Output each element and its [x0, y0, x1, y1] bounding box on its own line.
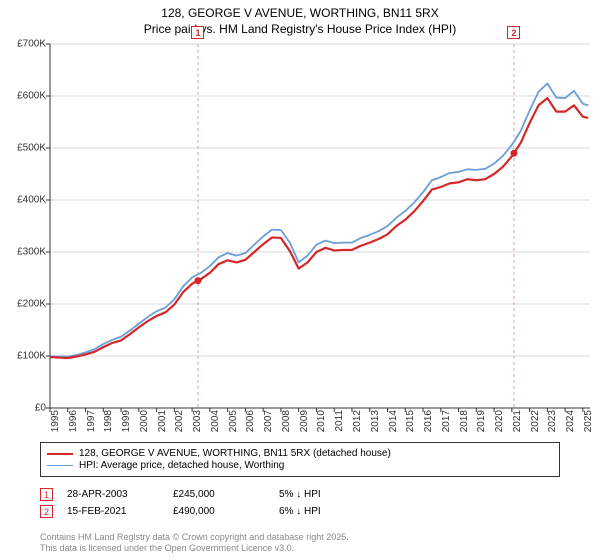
x-tick-label: 2013 [370, 410, 381, 432]
x-tick-label: 2004 [210, 410, 221, 432]
transaction-date: 28-APR-2003 [67, 489, 159, 500]
x-tick-label: 1996 [68, 410, 79, 432]
transaction-marker-2: 2 [507, 26, 520, 39]
x-tick-label: 2012 [352, 410, 363, 432]
y-tick-label: £400K [17, 195, 46, 206]
footer-attribution: Contains HM Land Registry data © Crown c… [40, 532, 349, 554]
x-tick-label: 2019 [476, 410, 487, 432]
x-tick-label: 1998 [103, 410, 114, 432]
x-tick-label: 2015 [405, 410, 416, 432]
y-tick-label: £600K [17, 91, 46, 102]
x-tick-label: 1999 [121, 410, 132, 432]
x-tick-label: 1995 [50, 410, 61, 432]
x-tick-label: 2018 [459, 410, 470, 432]
x-tick-label: 2025 [583, 410, 594, 432]
x-tick-label: 2024 [565, 410, 576, 432]
transaction-marker-icon: 1 [40, 488, 53, 501]
x-tick-label: 2008 [281, 410, 292, 432]
x-tick-label: 2017 [441, 410, 452, 432]
x-tick-label: 2000 [139, 410, 150, 432]
transaction-date: 15-FEB-2021 [67, 506, 159, 517]
x-tick-label: 2021 [512, 410, 523, 432]
legend: 128, GEORGE V AVENUE, WORTHING, BN11 5RX… [40, 442, 560, 477]
y-tick-label: £200K [17, 299, 46, 310]
x-tick-label: 2011 [334, 410, 345, 432]
x-tick-label: 2002 [174, 410, 185, 432]
x-tick-label: 2014 [388, 410, 399, 432]
x-tick-label: 2023 [547, 410, 558, 432]
legend-label: HPI: Average price, detached house, Wort… [79, 460, 284, 471]
transaction-row: 2 15-FEB-2021 £490,000 6% ↓ HPI [40, 505, 560, 518]
y-tick-label: £300K [17, 247, 46, 258]
transaction-delta: 5% ↓ HPI [279, 489, 371, 500]
x-tick-label: 2007 [263, 410, 274, 432]
x-tick-label: 2003 [192, 410, 203, 432]
title-line-1: 128, GEORGE V AVENUE, WORTHING, BN11 5RX [161, 6, 438, 20]
legend-item: 128, GEORGE V AVENUE, WORTHING, BN11 5RX… [47, 448, 553, 459]
y-tick-label: £500K [17, 143, 46, 154]
legend-swatch [47, 465, 73, 466]
x-tick-label: 2006 [245, 410, 256, 432]
transaction-marker-icon: 2 [40, 505, 53, 518]
y-tick-label: £700K [17, 39, 46, 50]
transaction-table: 1 28-APR-2003 £245,000 5% ↓ HPI 2 15-FEB-2021… [40, 484, 560, 522]
transaction-marker-1: 1 [191, 26, 204, 39]
transaction-price: £245,000 [173, 489, 265, 500]
chart-plot-area: 12 [50, 44, 590, 408]
footer-line-1: Contains HM Land Registry data © Crown c… [40, 532, 349, 542]
x-tick-label: 2022 [530, 410, 541, 432]
y-axis-labels: £0£100K£200K£300K£400K£500K£600K£700K [0, 44, 50, 408]
transaction-price: £490,000 [173, 506, 265, 517]
x-axis-labels: 1995 1996 1997 1998 1999 2000 2001 2002 2003 2004… [50, 410, 590, 444]
x-tick-label: 2009 [299, 410, 310, 432]
x-tick-label: 2016 [423, 410, 434, 432]
x-tick-label: 2020 [494, 410, 505, 432]
footer-line-2: This data is licensed under the Open Gov… [40, 543, 294, 553]
legend-item: HPI: Average price, detached house, Wort… [47, 460, 553, 471]
x-tick-label: 1997 [86, 410, 97, 432]
x-tick-label: 2010 [316, 410, 327, 432]
transaction-delta: 6% ↓ HPI [279, 506, 371, 517]
transaction-row: 1 28-APR-2003 £245,000 5% ↓ HPI [40, 488, 560, 501]
chart-svg [50, 44, 590, 408]
x-tick-label: 2005 [228, 410, 239, 432]
legend-swatch [47, 453, 73, 455]
y-tick-label: £100K [17, 351, 46, 362]
x-tick-label: 2001 [157, 410, 168, 432]
y-tick-label: £0 [35, 403, 46, 414]
legend-label: 128, GEORGE V AVENUE, WORTHING, BN11 5RX… [79, 448, 391, 459]
